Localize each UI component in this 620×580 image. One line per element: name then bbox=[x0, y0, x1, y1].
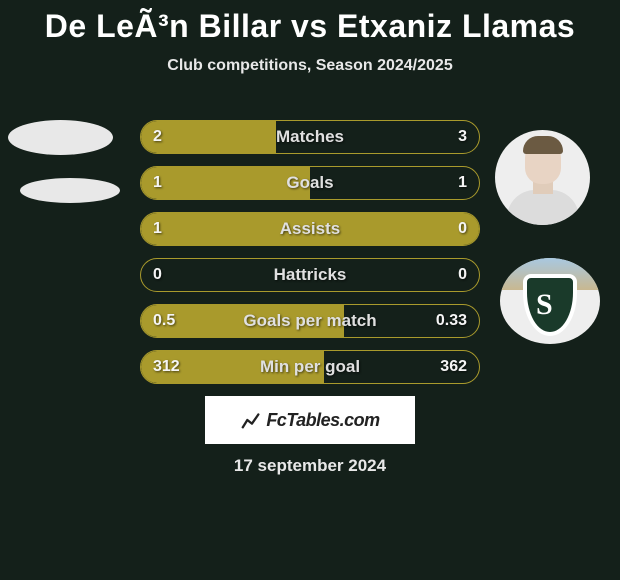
date-label: 17 september 2024 bbox=[0, 456, 620, 476]
stat-label: Min per goal bbox=[141, 351, 479, 383]
player-left-avatar-placeholder-2 bbox=[20, 178, 120, 203]
stat-right-value: 0.33 bbox=[436, 305, 467, 337]
attribution-text: FcTables.com bbox=[266, 410, 379, 431]
stats-container: 2 Matches 3 1 Goals 1 1 Assists 0 0 Hatt… bbox=[140, 120, 480, 396]
page-subtitle: Club competitions, Season 2024/2025 bbox=[0, 57, 620, 75]
stat-row: 1 Assists 0 bbox=[140, 212, 480, 246]
stat-right-value: 0 bbox=[458, 213, 467, 245]
stat-right-value: 0 bbox=[458, 259, 467, 291]
stat-right-value: 1 bbox=[458, 167, 467, 199]
stat-row: 312 Min per goal 362 bbox=[140, 350, 480, 384]
stat-label: Hattricks bbox=[141, 259, 479, 291]
stat-right-value: 362 bbox=[440, 351, 467, 383]
stat-label: Goals per match bbox=[141, 305, 479, 337]
stat-row: 0.5 Goals per match 0.33 bbox=[140, 304, 480, 338]
stat-row: 1 Goals 1 bbox=[140, 166, 480, 200]
stat-label: Assists bbox=[141, 213, 479, 245]
stat-row: 2 Matches 3 bbox=[140, 120, 480, 154]
stat-label: Goals bbox=[141, 167, 479, 199]
stat-row: 0 Hattricks 0 bbox=[140, 258, 480, 292]
player-left-avatar-placeholder-1 bbox=[8, 120, 113, 155]
player-right-avatar bbox=[495, 130, 590, 225]
stat-right-value: 3 bbox=[458, 121, 467, 153]
player-right-club-crest: S bbox=[500, 258, 600, 344]
page-title: De LeÃ³n Billar vs Etxaniz Llamas bbox=[0, 0, 620, 45]
fctables-attribution-link[interactable]: FcTables.com bbox=[205, 396, 415, 444]
stat-label: Matches bbox=[141, 121, 479, 153]
fctables-logo-icon bbox=[240, 409, 262, 431]
